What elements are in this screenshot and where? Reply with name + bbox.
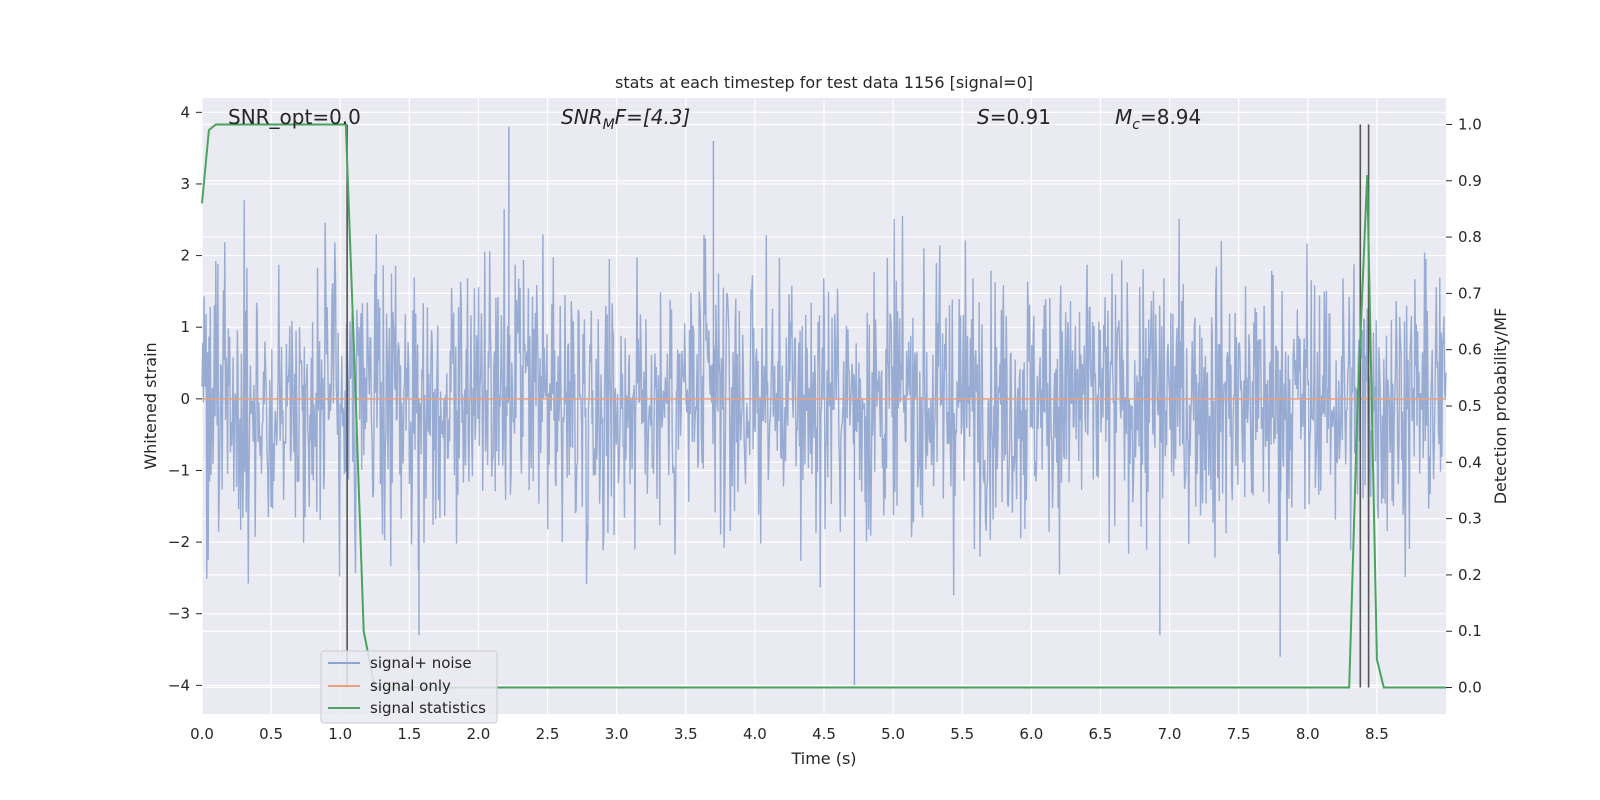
legend-label-signal-only: signal only (370, 677, 451, 695)
y-left-tick-label: 1 (180, 318, 190, 336)
y-axis-label-left: Whitened strain (141, 342, 160, 469)
chart-title: stats at each timestep for test data 115… (615, 73, 1033, 92)
annotation-snr-mf-sub: M (603, 117, 615, 133)
x-tick-label: 2.5 (536, 725, 560, 743)
y-left-tick-label: 4 (180, 103, 190, 121)
annotation-mc-sub: c (1132, 117, 1140, 133)
x-tick-label: 6.0 (1019, 725, 1043, 743)
x-tick-label: 5.0 (881, 725, 905, 743)
y-right-tick-label: 0.8 (1458, 228, 1482, 246)
legend-label-signal-noise: signal+ noise (370, 654, 472, 672)
series-signal-noise (201, 199, 1447, 596)
x-tick-label: 2.0 (467, 725, 491, 743)
tick-layer: 0.0 0.5 1.0 1.5 2.0 2.5 3.0 3.5 4.0 4.5 5.0 5.5 6.0 6… (168, 103, 1482, 743)
x-tick-label: 0.0 (190, 725, 214, 743)
annotation-snr-mf: SNRMF=[4.3] (561, 105, 690, 133)
x-tick-label: 7.5 (1227, 725, 1251, 743)
x-tick-label: 4.0 (743, 725, 767, 743)
x-tick-label: 1.0 (328, 725, 352, 743)
y-right-tick-label: 0.9 (1458, 172, 1482, 190)
x-tick-label: 3.0 (605, 725, 629, 743)
legend-box (320, 650, 498, 724)
y-right-tick-label: 0.5 (1458, 397, 1482, 415)
x-tick-label: 4.5 (812, 725, 836, 743)
x-axis-label: Time (s) (790, 749, 856, 768)
x-tick-label: 5.5 (950, 725, 974, 743)
annotation-snr-opt: SNR_opt=0.0 (228, 105, 361, 129)
x-tick-label: 0.5 (259, 725, 283, 743)
x-tick-label: 1.5 (397, 725, 421, 743)
annotation-mc: Mc=8.94 (1115, 105, 1201, 133)
y-right-tick-label: 1.0 (1458, 115, 1482, 133)
y-left-tick-label: 3 (180, 175, 190, 193)
x-tick-label: 6.5 (1089, 725, 1113, 743)
y-right-tick-label: 0.7 (1458, 284, 1482, 302)
y-right-tick-label: 0.2 (1458, 566, 1482, 584)
y-right-tick-label: 0.3 (1458, 510, 1482, 528)
x-tick-label: 8.0 (1296, 725, 1320, 743)
y-left-tick-label: −1 (168, 461, 190, 479)
y-left-tick-label: −3 (168, 605, 190, 623)
y-left-tick-label: 0 (180, 390, 190, 408)
y-right-tick-label: 0.6 (1458, 341, 1482, 359)
y-axis-label-right: Detection probability/MF (1491, 308, 1510, 505)
y-right-tick-label: 0.4 (1458, 453, 1482, 471)
annotation-mc-symbol: M (1115, 105, 1132, 129)
annotation-snr-mf-symbol: SNR (561, 105, 603, 129)
annotation-s-symbol: S (977, 105, 990, 129)
x-tick-label: 8.5 (1365, 725, 1389, 743)
annotation-mc-rest: =8.94 (1140, 105, 1201, 129)
y-left-tick-label: −4 (168, 676, 190, 694)
legend-label-signal-statistics: signal statistics (370, 699, 486, 717)
annotation-s-rest: =0.91 (990, 105, 1051, 129)
y-left-tick-label: 2 (180, 247, 190, 265)
annotation-s: S=0.91 (977, 105, 1051, 129)
y-left-tick-label: −2 (168, 533, 190, 551)
y-right-tick-label: 0.0 (1458, 679, 1482, 697)
annotation-snr-mf-rest: F=[4.3] (615, 105, 691, 129)
y-right-tick-label: 0.1 (1458, 622, 1482, 640)
x-tick-label: 7.0 (1158, 725, 1182, 743)
x-tick-label: 3.5 (674, 725, 698, 743)
legend: signal+ noise signal only signal statist… (320, 650, 498, 724)
